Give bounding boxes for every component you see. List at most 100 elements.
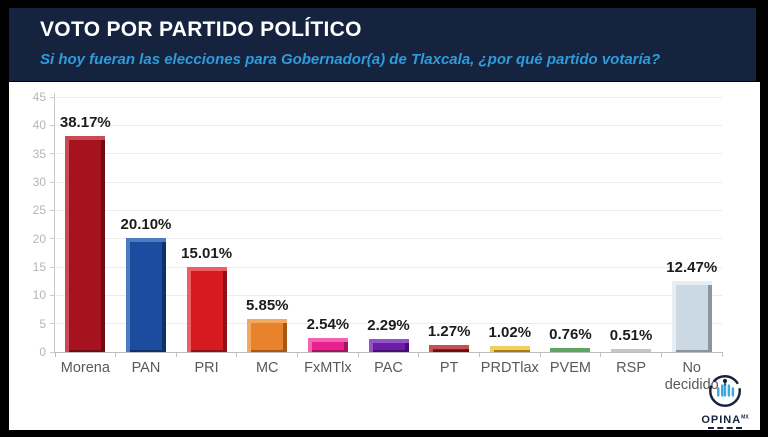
opina-logo: OPINAMX [696,372,754,429]
category-label-5: PAC [374,360,403,376]
xtick-mark-2 [175,352,177,357]
category-label-2: PRI [194,360,219,376]
gridline-35 [55,153,722,155]
category-label-9: RSP [616,360,646,376]
ytick-mark-10 [50,294,54,296]
category-label-0: Morena [60,360,110,376]
bar-slot-6: 1.27% [419,97,480,352]
bar-pvem [550,348,591,352]
category-label-10: No decidido [664,360,719,393]
bar-pt [429,345,470,352]
bar-pac [368,339,409,352]
value-label-3: 5.85% [245,297,289,314]
xtick-mark-5 [357,352,359,357]
category-labels-row: Morena PAN PRI MC FxMTlx PAC PT PRDTlax PVEM RSP N… [55,358,722,393]
bar-prdtlax [489,346,530,352]
value-label-0: 38.17% [59,114,111,131]
page-title: VOTO POR PARTIDO POLÍTICO [40,18,362,41]
xtick-mark-3 [236,352,238,357]
opina-logo-text: OPINAMX [701,414,749,426]
bar-mc [247,319,288,352]
category-label-3: MC [255,360,279,376]
gridline-20 [55,238,722,240]
value-label-1: 20.10% [120,216,172,233]
page-subtitle: Si hoy fueran las elecciones para Gobern… [40,51,661,68]
gridline-15 [55,266,722,268]
gridline-40 [55,124,722,126]
opina-logo-rule [708,427,742,429]
xtick-mark-0 [54,352,56,357]
value-label-5: 2.29% [367,317,410,334]
ytick-label-35: 35 [32,146,46,161]
value-label-4: 2.54% [306,316,350,333]
value-label-6: 1.27% [427,323,471,340]
bar-pan [125,238,166,352]
category-label-4: FxMTlx [304,360,352,376]
value-label-8: 0.76% [549,326,592,343]
opina-logo-suffix: MX [741,414,749,421]
ytick-label-10: 10 [32,288,46,303]
category-label-7: PRDTlax [480,360,539,376]
plot-area: 38.17% 20.10% 15.01% 5.85% 2.54% 2.29% 1.27% 1.… [33,90,723,359]
category-label-8: PVEM [549,360,591,376]
y-axis-line [54,93,55,353]
bar-slot-0: 38.17% [55,97,116,352]
ytick-mark-15 [50,266,54,268]
ytick-label-20: 20 [32,231,46,246]
ytick-mark-25 [50,209,54,211]
gridline-10 [55,294,722,296]
xtick-mark-1 [115,352,117,357]
ytick-mark-40 [50,124,54,126]
gridline-45 [55,96,722,98]
ytick-mark-45 [50,96,54,98]
xtick-mark-10 [660,352,662,357]
ytick-mark-20 [50,238,54,240]
bar-fxmtlx [307,338,348,352]
bar-slot-9: 0.51% [601,97,662,352]
bar-slot-7: 1.02% [479,97,540,352]
value-label-9: 0.51% [609,327,653,344]
xtick-mark-6 [418,352,420,357]
ytick-mark-0 [50,351,54,353]
bar-slot-10: 12.47% [661,97,722,352]
ytick-label-30: 30 [32,175,46,189]
bar-pri [186,267,227,352]
category-label-6: PT [439,360,459,376]
ytick-label-40: 40 [32,118,46,133]
bar-slot-4: 2.54% [298,97,359,352]
value-label-7: 1.02% [488,324,532,341]
gridline-30 [55,181,722,183]
ytick-label-25: 25 [32,203,46,218]
ytick-mark-30 [50,181,54,183]
bar-slot-2: 15.01% [176,97,237,352]
bar-morena [65,136,106,352]
ytick-mark-5 [50,323,54,325]
chart-area: 38.17% 20.10% 15.01% 5.85% 2.54% 2.29% 1.27% 1.… [9,82,760,430]
gridline-5 [55,323,722,325]
ytick-label-5: 5 [39,316,46,331]
bar-slot-5: 2.29% [358,97,419,352]
xtick-mark-7 [478,352,480,357]
ytick-mark-35 [50,153,54,155]
bar-no-decidido [671,281,712,352]
x-axis-line [50,352,722,353]
ytick-label-45: 45 [32,90,46,104]
value-label-2: 15.01% [181,245,233,262]
category-label-1: PAN [131,360,161,376]
header-banner: VOTO POR PARTIDO POLÍTICO Si hoy fueran … [9,8,756,81]
bar-rsp [611,349,652,352]
bar-slot-1: 20.10% [116,97,177,352]
ytick-label-15: 15 [32,260,46,274]
bars-row: 38.17% 20.10% 15.01% 5.85% 2.54% 2.29% 1.27% 1.… [55,97,722,352]
xtick-mark-9 [600,352,602,357]
opina-logo-icon [709,375,741,407]
gridline-25 [55,209,722,211]
xtick-mark-4 [297,352,299,357]
ytick-label-0: 0 [39,345,46,359]
bar-slot-8: 0.76% [540,97,601,352]
xtick-mark-8 [539,352,541,357]
xtick-mark-11 [721,352,723,357]
value-label-10: 12.47% [666,259,718,276]
bar-slot-3: 5.85% [237,97,298,352]
